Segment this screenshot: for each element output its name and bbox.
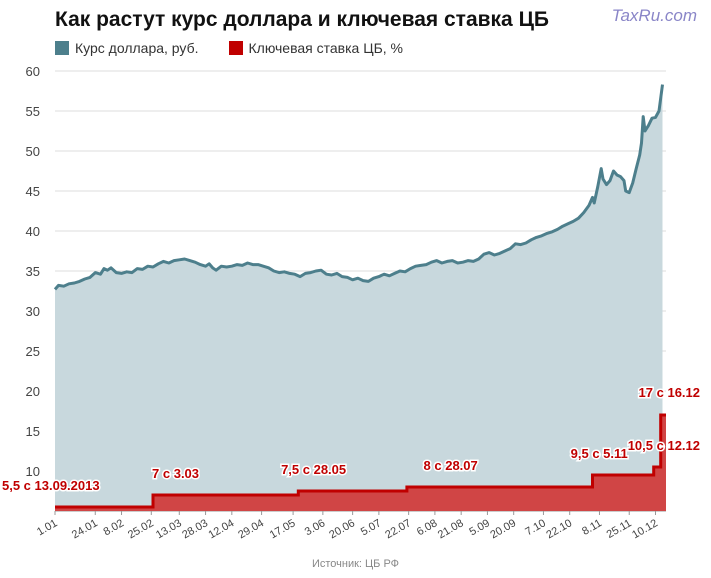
x-tick-label: 17.05 [268,517,298,541]
legend-label-usd: Курс доллара, руб. [75,40,199,56]
x-tick-label: 8.02 [101,517,126,538]
x-tick-label: 28.03 [180,517,210,541]
rate-annotation: 8 с 28.07 [424,458,478,473]
watermark-logo: TaxRu.com [611,6,697,25]
y-axis: 60 55 50 45 40 35 30 25 20 15 10 [26,64,40,479]
x-tick-label: 22.10 [544,517,574,541]
usd-line [53,84,664,291]
rate-annotation: 17 с 16.12 [639,385,700,400]
chart-title: Как растут курс доллара и ключевая ставк… [55,8,550,31]
x-tick-label: 5.07 [359,517,384,538]
y-tick-label: 40 [26,224,40,239]
y-tick-label: 50 [26,144,40,159]
legend-swatch-usd [55,41,69,55]
x-tick-label: 25.11 [605,517,634,541]
x-tick-label: 13.03 [154,517,184,541]
x-tick-label: 8.11 [580,517,604,538]
x-tick-label: 7.10 [523,517,548,538]
legend: Курс доллара, руб. Ключевая ставка ЦБ, % [55,40,403,56]
rate-annotation: 10,5 с 12.12 [628,438,700,453]
rate-annotation: 9,5 с 5.11 [571,446,628,461]
rate-annotation: 7,5 с 28.05 [281,462,346,477]
legend-item-rate: Ключевая ставка ЦБ, % [228,40,404,56]
rate-annotation: 5,5 с 13.09.2013 [2,478,100,493]
y-tick-label: 10 [26,464,40,479]
legend-swatch-rate [228,41,243,55]
usd-area [55,84,663,511]
x-tick-label: 6.08 [415,517,440,538]
annotations: 5,5 с 13.09.2013 7 с 3.03 7,5 с 28.05 8 с 2… [1,384,702,495]
y-tick-label: 30 [26,304,40,319]
legend-label-rate: Ключевая ставка ЦБ, % [248,40,404,56]
x-tick-label: 25.02 [126,517,156,541]
y-tick-label: 20 [26,384,40,399]
x-tick-label: 20.09 [488,517,518,541]
x-tick-label: 29.04 [236,517,266,541]
x-tick-label: 21.08 [436,517,466,541]
y-tick-label: 25 [26,344,40,359]
x-tick-label: 22.07 [383,517,413,541]
y-tick-label: 60 [26,64,40,79]
y-tick-label: 15 [26,424,40,439]
x-tick-label: 10.12 [630,517,660,541]
x-tick-label: 20.06 [327,517,357,541]
y-tick-label: 55 [26,104,40,119]
x-tick-label: 12.04 [206,517,236,541]
x-tick-label: 24.01 [70,517,100,541]
x-tick-label: 5.09 [467,517,492,538]
rate-line [55,413,666,509]
x-tick-label: 1.01 [35,517,60,538]
series-lines [53,84,666,509]
legend-item-usd: Курс доллара, руб. [55,40,199,56]
y-tick-label: 35 [26,264,40,279]
y-tick-label: 45 [26,184,40,199]
source-note: Источник: ЦБ РФ [311,558,400,570]
rate-annotation: 7 с 3.03 [152,466,199,481]
x-tick-label: 3.06 [303,517,328,538]
